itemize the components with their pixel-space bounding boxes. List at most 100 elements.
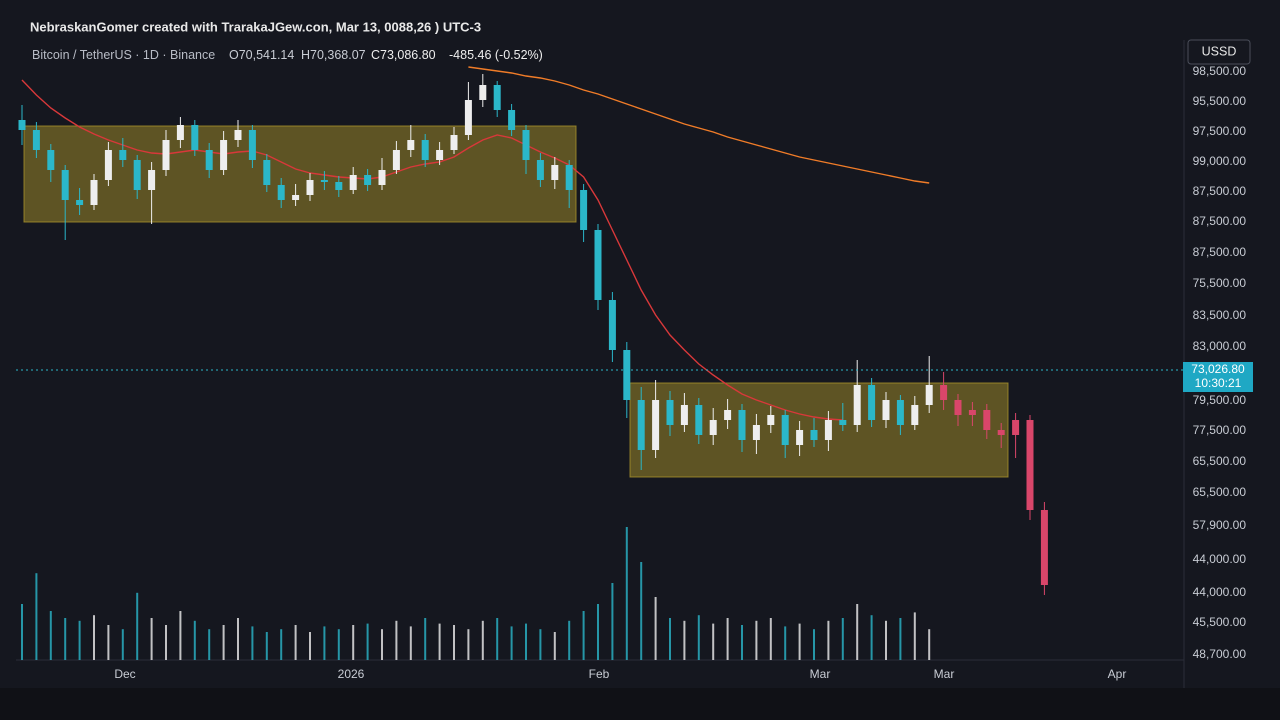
volume-bar [381,629,383,660]
price-label: 95,500.00 [1193,94,1247,108]
candle-body [522,130,530,160]
candle-body [61,170,69,200]
candle-body [968,410,976,415]
candle-body [234,130,242,140]
time-label: Dec [114,667,135,681]
candle-body [335,182,343,190]
close-value: C73,086.80 [371,48,436,62]
candle-body [421,140,429,160]
candle-body [349,175,357,190]
candle-body [637,400,645,450]
candle-body [608,300,616,350]
candle-body [90,180,98,205]
candle-body [277,185,285,200]
volume-bar [193,620,196,660]
candle-body [176,125,184,140]
candle-body [882,400,890,420]
volume-bar [712,623,715,660]
high-value: H70,368.07 [301,48,366,62]
price-label: 45,500.00 [1193,615,1247,629]
price-label: 97,500.00 [1193,124,1247,138]
zone [629,382,1009,478]
candle-body [652,400,660,450]
price-label: 77,500.00 [1193,423,1247,437]
volume-bar [870,615,873,660]
volume-bar [856,604,859,660]
candle-body [191,125,199,150]
candle-body [133,160,141,190]
candle-body [983,410,991,430]
volume-bar [251,626,254,660]
price-label: 87,500.00 [1193,245,1247,259]
volume-bar [885,620,887,660]
price-label: 65,500.00 [1193,454,1247,468]
candle-body [220,140,228,170]
candle-body [263,160,271,185]
candle-body [205,150,213,170]
volume-bar [237,618,239,660]
volume-bar [798,623,801,660]
candle-body [839,420,847,425]
price-label: 99,000.00 [1193,154,1247,168]
price-label: 44,000.00 [1193,585,1247,599]
candle-body [436,150,444,160]
volume-bar [553,632,556,660]
currency-button[interactable] [1187,39,1251,65]
candle-body [392,150,400,170]
last-price-tag [1183,362,1253,392]
volume-bar [165,625,167,660]
volume-bar [294,625,297,660]
candle-body [76,200,84,205]
candle-body [853,385,861,425]
plot-area [18,66,1048,660]
volume-bar [467,629,470,660]
volume-bar [640,562,643,660]
candle-body [623,350,631,400]
symbol: Bitcoin / TetherUS · 1D · Binance [32,48,215,62]
candle-body [1026,420,1034,510]
candle-body [320,180,328,182]
candle-body [407,140,415,150]
price-label: 87,500.00 [1193,214,1247,228]
volume-bar [582,611,585,660]
time-label: Feb [589,667,610,681]
candle-body [536,160,544,180]
volume-bar [179,611,182,660]
candle-body [306,180,314,195]
volume-bar [481,620,484,660]
volume-bar [928,629,931,660]
volume-bar [438,623,441,660]
volume-bar [669,618,671,660]
volume-bar [409,626,412,660]
volume-bar [510,626,513,660]
candle-body [738,410,746,440]
volume-bar [899,618,902,660]
volume-bar [323,626,326,660]
ma-long-line [468,66,930,184]
volume-bar [755,620,758,660]
candle-body [868,385,876,420]
candle-body [508,110,516,130]
volume-bar [265,632,268,660]
candle-body [104,150,112,180]
volume-bar [496,618,499,660]
candle-body [594,230,602,300]
volume-bar [208,629,211,660]
volume-bar [741,625,743,660]
time-label: Mar [810,667,831,681]
volume-bar [150,618,153,660]
volume-bar [683,620,686,660]
change-value: -485.46 (-0.52%) [449,48,543,62]
candle-body [565,165,573,190]
candle-body [119,150,127,160]
candle-body [997,430,1005,435]
volume-bar [49,611,52,660]
volume-bar [337,629,340,660]
last-price: 73,026.80 [1191,362,1245,376]
candle-body [680,405,688,425]
candle-body [752,425,760,440]
currency-label[interactable]: USSD [1202,44,1237,58]
price-label: 48,700.00 [1193,647,1247,661]
